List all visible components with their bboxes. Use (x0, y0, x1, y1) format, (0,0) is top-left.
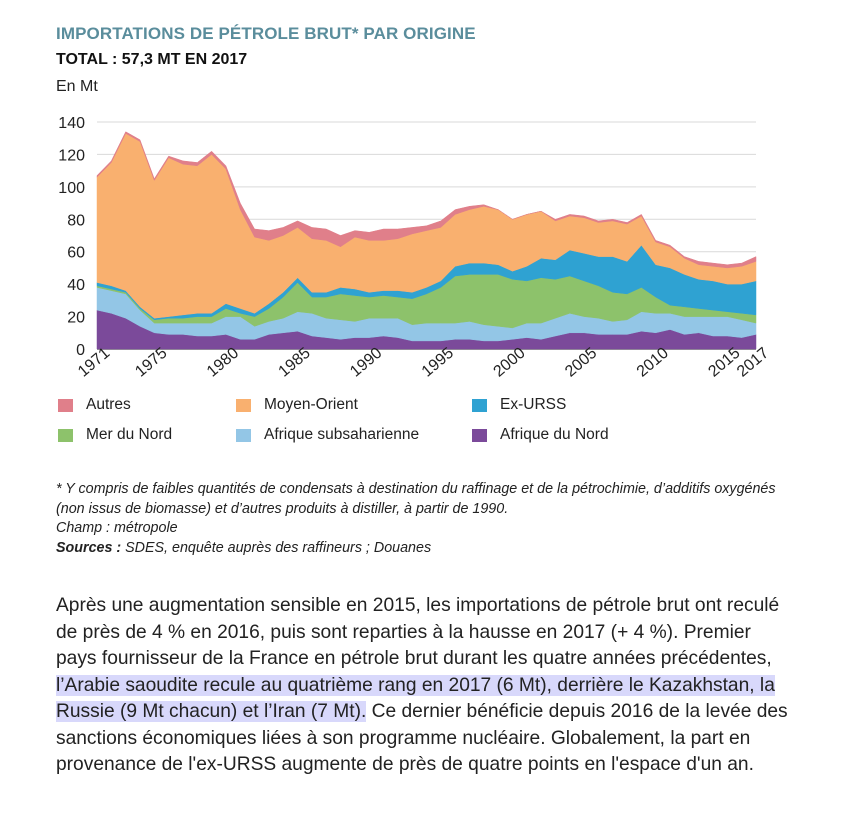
sources-label: Sources : (56, 539, 122, 556)
y-tick-label: 60 (67, 245, 85, 262)
y-tick-label: 40 (67, 277, 85, 294)
x-tick-label: 1975 (132, 345, 170, 381)
x-tick-label: 2015 (705, 345, 743, 381)
legend-item-mer-du-nord: Mer du Nord (58, 426, 172, 444)
y-tick-label: 100 (58, 180, 85, 197)
champ-note: Champ : métropole (56, 520, 178, 536)
footnote: * Y compris de faibles quantités de cond… (56, 481, 776, 517)
y-tick-label: 20 (67, 310, 85, 327)
x-tick-label: 1985 (276, 345, 314, 381)
legend-label: Ex-URSS (500, 396, 567, 413)
legend-item-autres: Autres (58, 396, 131, 414)
legend-swatch (58, 428, 73, 442)
legend-label: Afrique du Nord (500, 426, 609, 443)
paragraph-text-start: Après une augmentation sensible en 2015,… (56, 595, 780, 669)
sources-note: Sources : SDES, enquête auprès des raffi… (56, 539, 796, 559)
legend-swatch (236, 398, 251, 412)
legend-swatch (472, 398, 487, 412)
legend-label: Moyen-Orient (264, 396, 358, 413)
legend-swatch (58, 398, 73, 412)
legend-item-ex-urss: Ex-URSS (472, 396, 566, 414)
legend-swatch (236, 428, 251, 442)
x-tick-label: 2010 (634, 345, 672, 381)
legend-item-afrique-du-nord: Afrique du Nord (472, 426, 609, 444)
x-tick-label: 1995 (419, 345, 457, 381)
y-tick-label: 0 (76, 342, 85, 359)
x-tick-label: 1990 (347, 345, 385, 381)
y-tick-label: 140 (58, 115, 85, 132)
legend-label: Autres (86, 396, 131, 413)
y-tick-label: 80 (67, 212, 85, 229)
sources-text: SDES, enquête auprès des raffineurs ; Do… (121, 539, 432, 556)
body-paragraph: Après une augmentation sensible en 2015,… (56, 593, 796, 779)
x-tick-label: 1980 (204, 345, 242, 381)
chart-title: IMPORTATIONS DE PÉTROLE BRUT* PAR ORIGIN… (56, 24, 476, 43)
unit-label: En Mt (56, 78, 98, 95)
legend-item-moyen-orient: Moyen-Orient (236, 396, 358, 414)
legend-label: Mer du Nord (86, 426, 173, 443)
x-tick-label: 2017 (734, 345, 772, 381)
x-tick-label: 2000 (490, 345, 528, 381)
y-tick-label: 120 (58, 147, 85, 164)
area-series-autres (96, 131, 757, 269)
x-tick-label: 2005 (562, 345, 600, 381)
chart-notes: * Y compris de faibles quantités de cond… (56, 480, 796, 558)
chart-subtitle: TOTAL : 57,3 MT EN 2017 (56, 51, 248, 68)
paragraph-text-end: Ce dernier bénéficie depuis 2016 de la l… (56, 701, 788, 775)
legend-item-afrique-subsaharienne: Afrique subsaharienne (236, 426, 419, 444)
legend-swatch (472, 428, 487, 442)
legend-label: Afrique subsaharienne (264, 426, 420, 443)
